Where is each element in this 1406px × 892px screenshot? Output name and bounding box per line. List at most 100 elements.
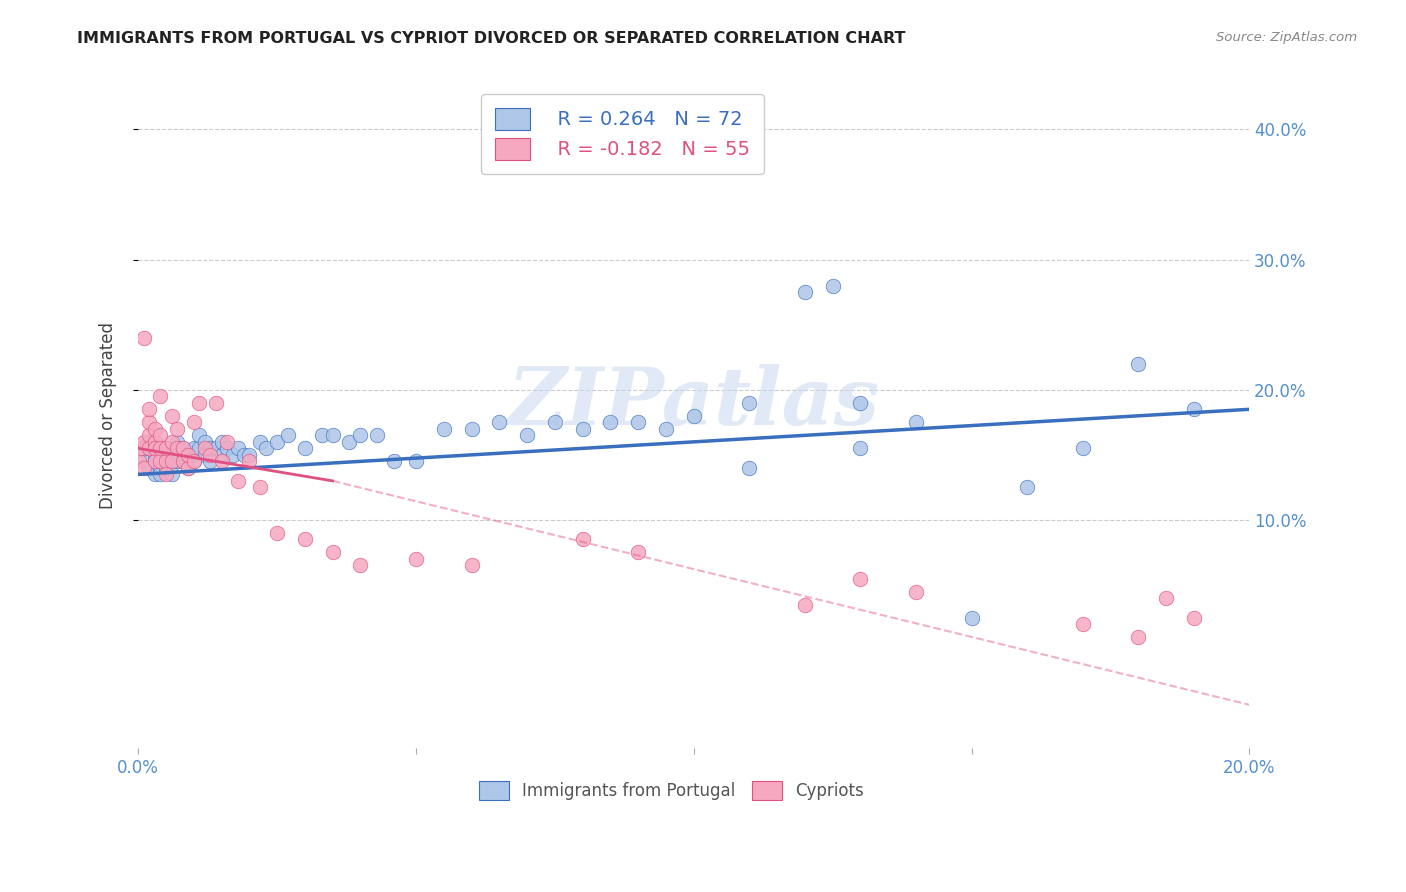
Point	[194, 434, 217, 449]
Point	[821, 278, 844, 293]
Point	[311, 428, 333, 442]
Point	[188, 442, 211, 456]
Point	[149, 461, 172, 475]
Point	[149, 442, 172, 456]
Point	[155, 461, 177, 475]
Point	[138, 442, 160, 456]
Point	[155, 467, 177, 482]
Point	[177, 448, 200, 462]
Point	[627, 545, 650, 559]
Text: ZIPatlas: ZIPatlas	[508, 364, 880, 441]
Point	[177, 461, 200, 475]
Point	[349, 558, 371, 573]
Point	[217, 442, 239, 456]
Point	[221, 448, 243, 462]
Point	[460, 422, 482, 436]
Point	[1182, 610, 1205, 624]
Point	[254, 442, 277, 456]
Point	[129, 442, 152, 456]
Point	[904, 584, 927, 599]
Point	[366, 428, 388, 442]
Point	[177, 461, 200, 475]
Point	[211, 454, 233, 468]
Point	[143, 448, 166, 462]
Point	[849, 396, 872, 410]
Point	[188, 428, 211, 442]
Point	[294, 533, 316, 547]
Point	[160, 454, 183, 468]
Point	[183, 454, 205, 468]
Point	[460, 558, 482, 573]
Point	[205, 396, 228, 410]
Point	[266, 525, 288, 540]
Point	[232, 448, 254, 462]
Text: Source: ZipAtlas.com: Source: ZipAtlas.com	[1216, 31, 1357, 45]
Point	[138, 402, 160, 417]
Point	[132, 434, 155, 449]
Point	[1128, 357, 1150, 371]
Point	[132, 331, 155, 345]
Point	[382, 454, 405, 468]
Point	[516, 428, 538, 442]
Point	[205, 442, 228, 456]
Point	[200, 442, 222, 456]
Point	[405, 552, 427, 566]
Point	[149, 467, 172, 482]
Point	[226, 442, 249, 456]
Point	[194, 448, 217, 462]
Point	[294, 442, 316, 456]
Point	[143, 454, 166, 468]
Point	[132, 454, 155, 468]
Point	[132, 461, 155, 475]
Point	[238, 448, 260, 462]
Point	[160, 409, 183, 423]
Point	[155, 442, 177, 456]
Point	[405, 454, 427, 468]
Point	[143, 434, 166, 449]
Point	[571, 533, 593, 547]
Point	[143, 467, 166, 482]
Point	[960, 610, 983, 624]
Point	[1071, 442, 1094, 456]
Point	[149, 389, 172, 403]
Point	[172, 454, 194, 468]
Point	[172, 442, 194, 456]
Point	[571, 422, 593, 436]
Point	[188, 396, 211, 410]
Point	[143, 454, 166, 468]
Point	[160, 434, 183, 449]
Point	[211, 434, 233, 449]
Point	[138, 428, 160, 442]
Point	[200, 454, 222, 468]
Point	[149, 442, 172, 456]
Point	[1015, 480, 1038, 494]
Point	[183, 442, 205, 456]
Point	[849, 442, 872, 456]
Point	[200, 448, 222, 462]
Point	[166, 422, 188, 436]
Point	[266, 434, 288, 449]
Point	[211, 448, 233, 462]
Point	[166, 454, 188, 468]
Point	[155, 448, 177, 462]
Point	[128, 454, 150, 468]
Point	[166, 442, 188, 456]
Point	[322, 428, 344, 442]
Point	[337, 434, 360, 449]
Point	[172, 454, 194, 468]
Point	[172, 442, 194, 456]
Point	[155, 442, 177, 456]
Point	[849, 572, 872, 586]
Point	[177, 448, 200, 462]
Point	[149, 454, 172, 468]
Point	[166, 434, 188, 449]
Point	[322, 545, 344, 559]
Point	[488, 415, 510, 429]
Point	[277, 428, 299, 442]
Point	[132, 442, 155, 456]
Point	[1182, 402, 1205, 417]
Point	[793, 285, 815, 300]
Point	[1128, 630, 1150, 644]
Point	[682, 409, 704, 423]
Point	[155, 454, 177, 468]
